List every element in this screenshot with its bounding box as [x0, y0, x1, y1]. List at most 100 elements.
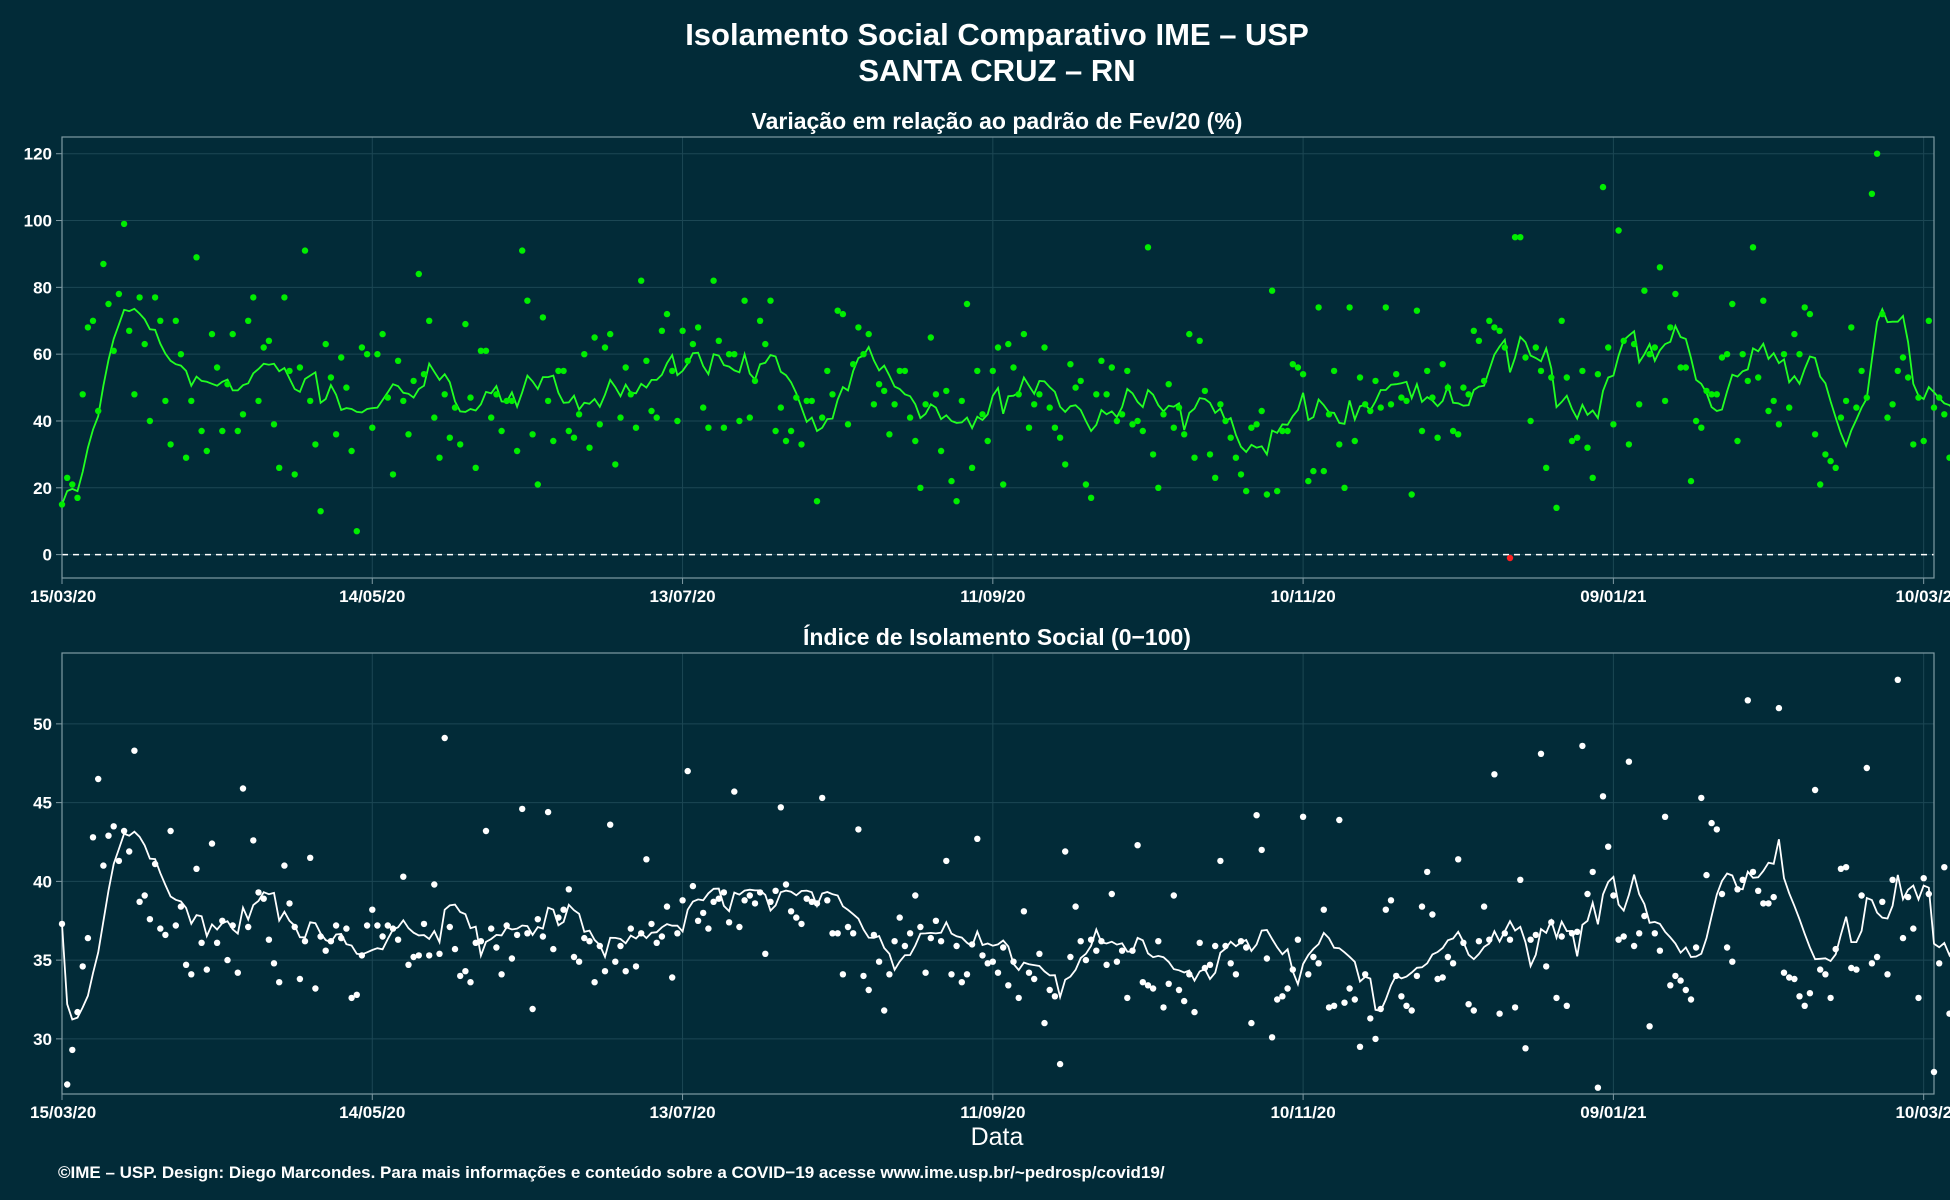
- data-point: [1599, 183, 1607, 191]
- data-point: [658, 933, 666, 940]
- data-point: [1284, 427, 1291, 435]
- data-point: [1067, 361, 1074, 368]
- data-point: [1429, 911, 1436, 918]
- data-point: [322, 340, 329, 348]
- data-point: [95, 407, 102, 415]
- data-point: [141, 340, 148, 348]
- data-point: [1134, 842, 1141, 849]
- data-point: [705, 424, 712, 431]
- data-point: [1718, 890, 1726, 898]
- data-point: [1568, 437, 1576, 445]
- data-point: [1170, 892, 1178, 899]
- data-point: [358, 952, 366, 959]
- data-point: [984, 960, 991, 967]
- data-point: [1449, 960, 1457, 967]
- data-point: [1537, 750, 1545, 757]
- data-point: [1532, 931, 1540, 939]
- data-point: [1780, 969, 1788, 976]
- data-point: [1925, 890, 1933, 898]
- panel-border: [61, 136, 1935, 579]
- data-point: [1517, 234, 1524, 241]
- data-point: [917, 923, 924, 931]
- variation-chart: 15/03/20 14/05/20 13/07/20 11/09/20 10/11/20…: [24, 136, 1950, 606]
- data-point: [1217, 401, 1224, 408]
- data-point: [343, 925, 350, 932]
- data-point: [1170, 424, 1178, 431]
- data-point: [115, 290, 123, 298]
- data-point: [865, 330, 872, 338]
- data-point: [1434, 975, 1441, 983]
- data-point: [482, 347, 490, 354]
- data-point: [167, 827, 174, 835]
- data-point: [762, 950, 769, 957]
- data-point: [420, 371, 428, 378]
- data-point: [1672, 972, 1679, 980]
- data-point: [1739, 876, 1746, 883]
- data-point: [374, 922, 381, 929]
- data-point: [1196, 337, 1203, 344]
- data-point: [131, 391, 138, 398]
- data-point: [834, 307, 841, 314]
- data-point: [1755, 887, 1762, 894]
- data-point: [627, 925, 634, 932]
- data-point: [1770, 893, 1777, 901]
- data-point: [1723, 944, 1731, 951]
- data-point: [332, 431, 340, 438]
- x-axis-label: Data: [971, 1123, 1024, 1151]
- data-point: [1692, 944, 1700, 951]
- data-point: [1124, 367, 1131, 375]
- data-point: [1424, 367, 1431, 375]
- data-point: [1470, 327, 1478, 334]
- data-point: [881, 1007, 888, 1014]
- data-point: [1367, 407, 1374, 415]
- data-point: [1015, 994, 1022, 1002]
- data-point: [1894, 367, 1902, 375]
- data-point: [115, 857, 123, 865]
- data-point: [1646, 1023, 1653, 1030]
- data-point: [1299, 813, 1307, 820]
- data-point: [782, 881, 790, 888]
- data-point: [410, 953, 417, 961]
- data-point: [1186, 330, 1193, 338]
- data-point: [1599, 793, 1607, 800]
- data-point: [1511, 234, 1519, 241]
- data-point: [1098, 357, 1105, 364]
- rolling-mean-line: [61, 830, 1950, 1021]
- data-point: [426, 317, 433, 324]
- data-point: [1139, 979, 1147, 986]
- data-point: [1863, 764, 1871, 772]
- data-point: [607, 330, 614, 338]
- data-point: [1036, 391, 1043, 398]
- data-point: [1165, 381, 1172, 388]
- data-point: [591, 334, 598, 341]
- data-point: [813, 498, 821, 505]
- data-point: [700, 909, 707, 917]
- x-tick-label: 15/03/20: [30, 1103, 96, 1122]
- data-point: [1941, 864, 1948, 871]
- data-point: [1005, 340, 1012, 348]
- data-point: [229, 922, 236, 929]
- data-point: [875, 958, 883, 965]
- data-point: [1548, 919, 1555, 926]
- data-point: [1051, 424, 1059, 431]
- data-point: [1413, 972, 1421, 980]
- data-point: [286, 900, 293, 907]
- data-point: [317, 508, 324, 515]
- data-point: [1558, 317, 1565, 324]
- data-point: [886, 431, 893, 438]
- data-point: [1791, 330, 1798, 338]
- data-point: [1522, 1045, 1529, 1052]
- data-point: [1863, 394, 1871, 401]
- data-point: [405, 431, 412, 438]
- data-point: [1129, 421, 1136, 428]
- data-point: [1041, 1019, 1048, 1027]
- data-point: [963, 971, 971, 978]
- data-point: [157, 317, 164, 324]
- data-point: [208, 840, 216, 847]
- data-point: [948, 477, 955, 485]
- data-point: [1118, 947, 1126, 954]
- data-point: [674, 417, 681, 425]
- data-point: [1610, 421, 1617, 428]
- data-point: [126, 327, 133, 334]
- data-point: [338, 354, 345, 361]
